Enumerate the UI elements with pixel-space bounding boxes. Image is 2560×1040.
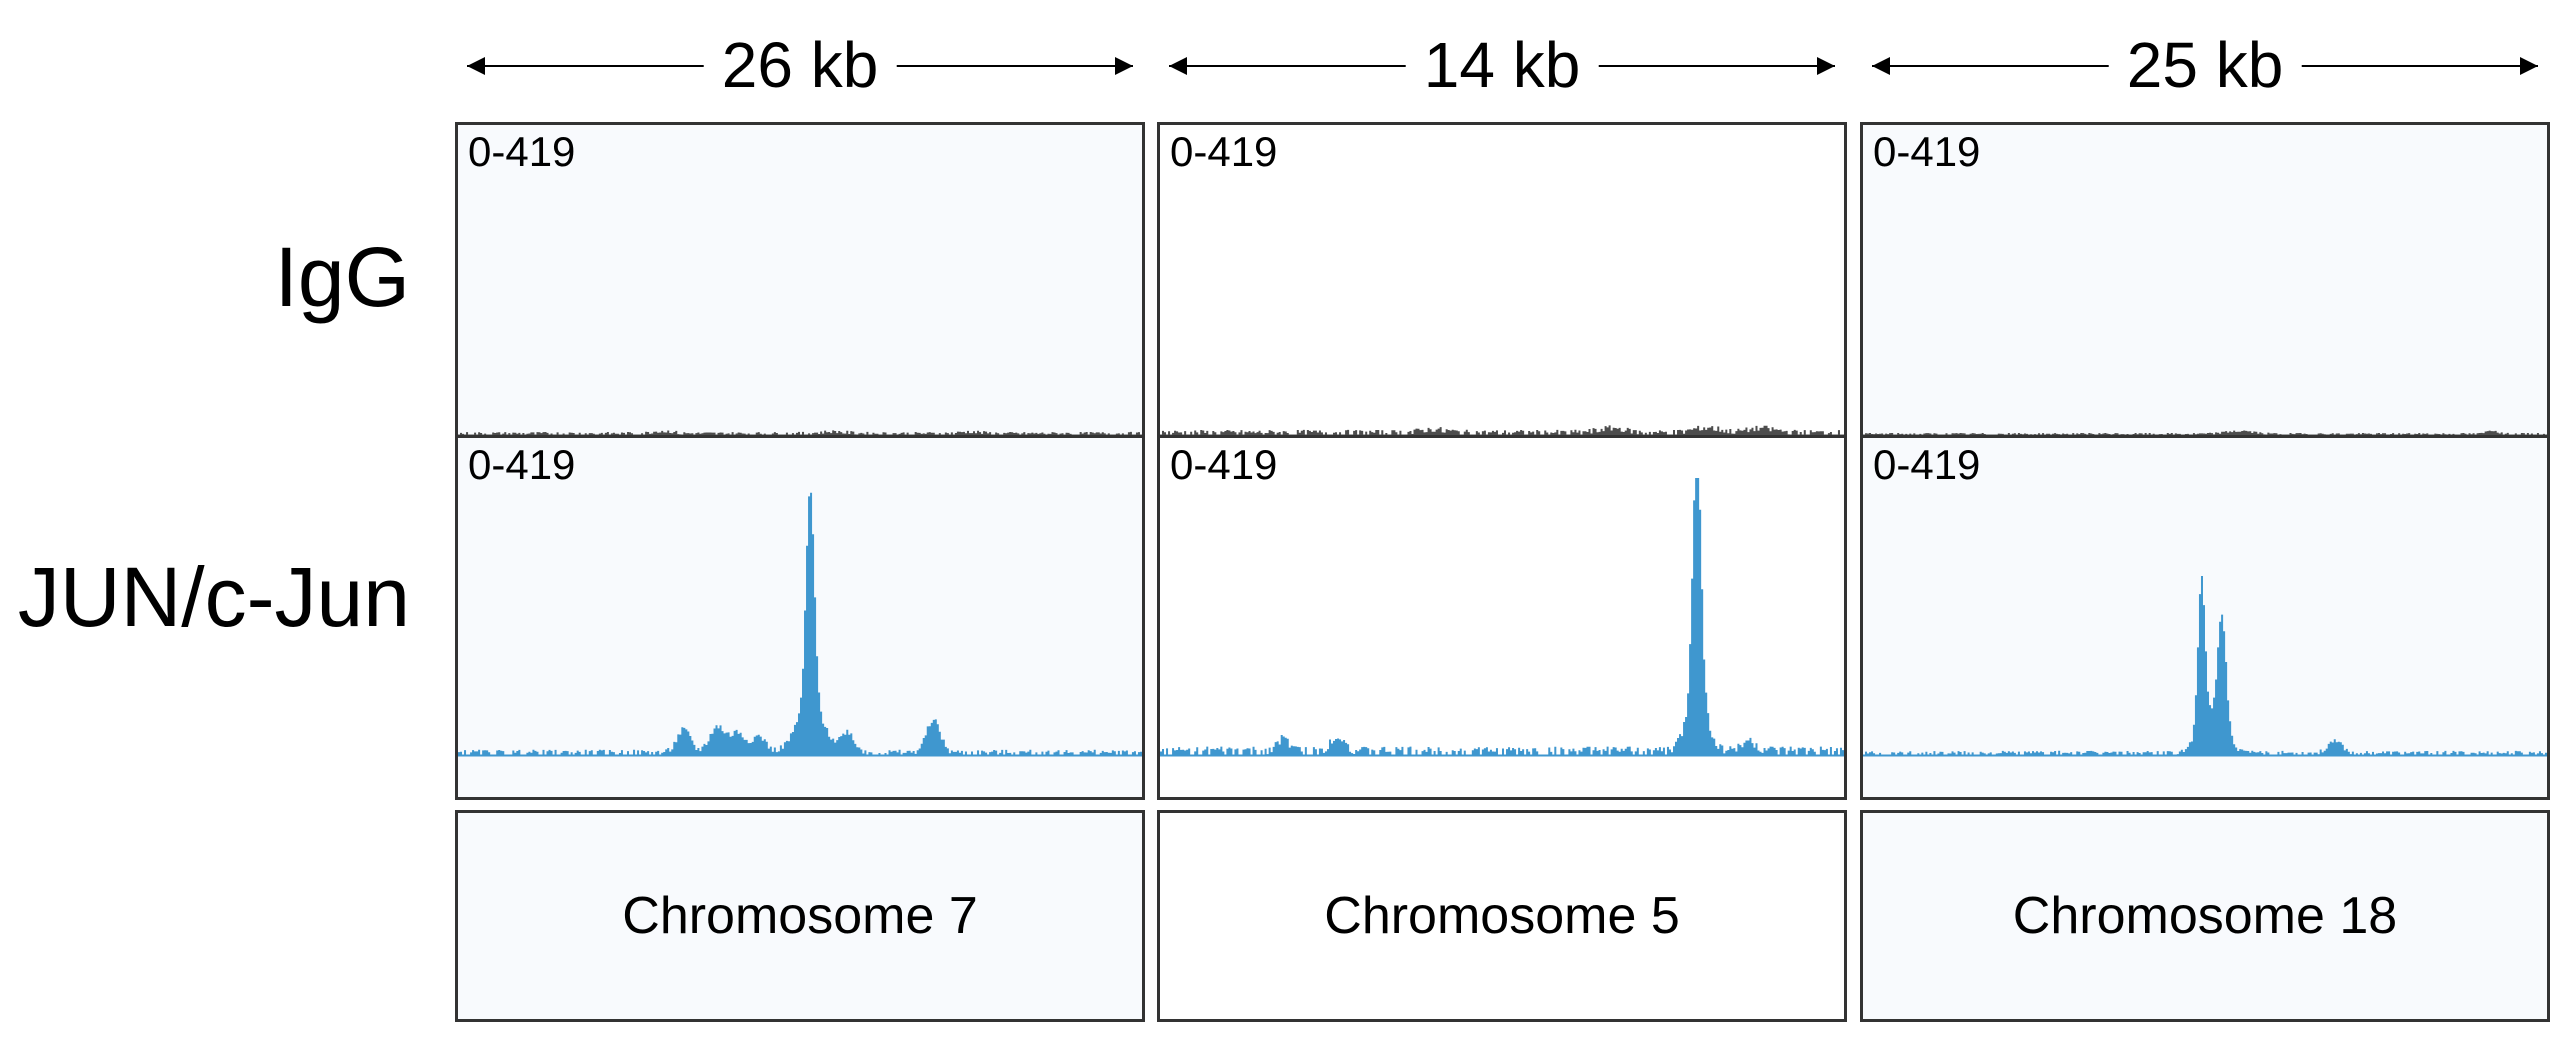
scale-bar-label: 25 kb bbox=[2108, 20, 2302, 110]
track-panel-3: 0-419 0-419 bbox=[1860, 122, 2550, 800]
arrow-right-icon bbox=[1817, 57, 1835, 75]
track-jun: 0-419 bbox=[1863, 438, 2547, 803]
coverage-plot bbox=[458, 492, 1142, 757]
scale-bar-label: 26 kb bbox=[703, 20, 897, 110]
row-label-jun: JUN/c-Jun bbox=[17, 550, 410, 644]
track-igg: 0-419 bbox=[458, 125, 1142, 438]
coverage-signal-jun bbox=[1160, 478, 1844, 755]
track-range-label: 0-419 bbox=[468, 128, 576, 175]
track-range-label: 0-419 bbox=[1170, 441, 1278, 488]
track-igg: 0-419 bbox=[1863, 125, 2547, 438]
arrow-left-icon bbox=[1169, 57, 1187, 75]
row-label-igg: IgG bbox=[274, 230, 410, 324]
chromosome-label: Chromosome 7 bbox=[455, 810, 1145, 1022]
arrow-right-icon bbox=[2520, 57, 2538, 75]
scale-bar-2: 14 kb bbox=[1169, 20, 1835, 110]
coverage-plot bbox=[1160, 478, 1844, 757]
track-range-label: 0-419 bbox=[1170, 128, 1278, 175]
track-divider bbox=[1160, 435, 1844, 438]
coverage-signal-igg bbox=[458, 430, 1142, 435]
coverage-signal-igg bbox=[1160, 425, 1844, 435]
chromosome-label: Chromosome 18 bbox=[1860, 810, 2550, 1022]
arrow-left-icon bbox=[1872, 57, 1890, 75]
track-range-label: 0-419 bbox=[1873, 441, 1981, 488]
scale-bar-1: 26 kb bbox=[467, 20, 1133, 110]
scale-bar-3: 25 kb bbox=[1872, 20, 2538, 110]
scale-bar-label: 14 kb bbox=[1405, 20, 1599, 110]
chromosome-label: Chromosome 5 bbox=[1157, 810, 1847, 1022]
coverage-signal-jun bbox=[458, 492, 1142, 755]
track-igg: 0-419 bbox=[1160, 125, 1844, 438]
track-jun: 0-419 bbox=[1160, 438, 1844, 803]
track-divider bbox=[1863, 435, 2547, 438]
track-jun: 0-419 bbox=[458, 438, 1142, 803]
coverage-signal-jun bbox=[1863, 575, 2547, 755]
track-divider bbox=[458, 435, 1142, 438]
arrow-left-icon bbox=[467, 57, 485, 75]
track-panel-2: 0-419 0-419 bbox=[1157, 122, 1847, 800]
track-range-label: 0-419 bbox=[1873, 128, 1981, 175]
track-range-label: 0-419 bbox=[468, 441, 576, 488]
arrow-right-icon bbox=[1115, 57, 1133, 75]
coverage-signal-igg bbox=[1863, 430, 2547, 435]
track-panel-1: 0-419 0-419 bbox=[455, 122, 1145, 800]
coverage-plot bbox=[1863, 575, 2547, 757]
